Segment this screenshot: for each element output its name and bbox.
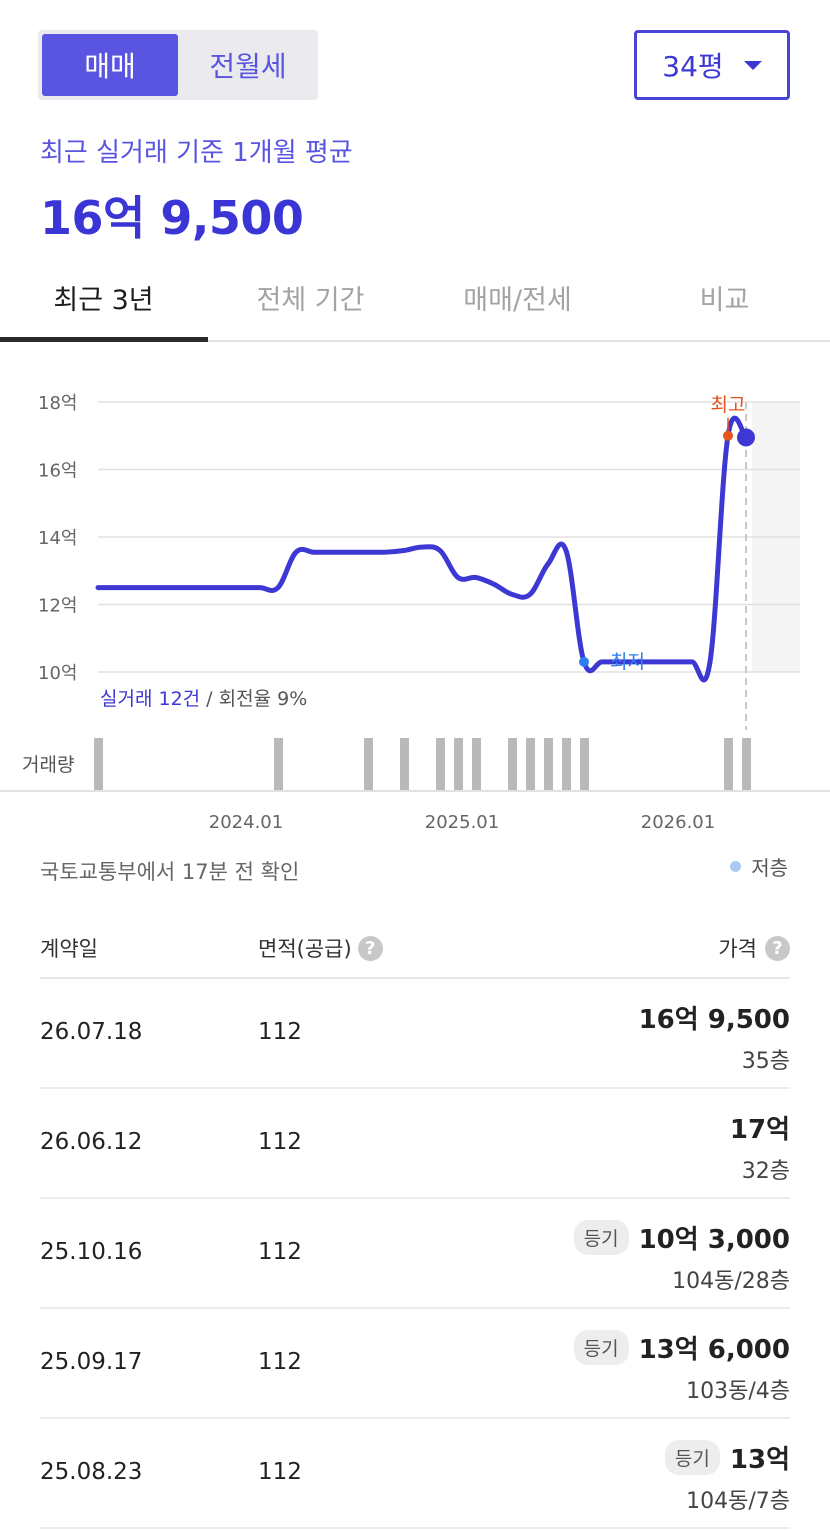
x-tick-label: 2026.01: [641, 812, 715, 833]
price-value: 13억 6,000: [638, 1335, 790, 1365]
volume-bar: [454, 738, 463, 791]
volume-bar: [580, 738, 589, 791]
contract-date: 25.10.16: [40, 1239, 143, 1265]
price-help-icon[interactable]: ?: [765, 935, 790, 961]
x-tick-label: 2025.01: [425, 812, 499, 833]
price-value: 17억: [729, 1115, 790, 1145]
tab-sale-jeonse[interactable]: 매매/전세: [463, 285, 572, 316]
area-value: 112: [258, 1459, 302, 1485]
volume-bar: [526, 738, 535, 791]
registered-badge: 등기: [573, 1330, 629, 1365]
volume-bar: [94, 738, 103, 791]
min-point: [579, 656, 589, 667]
transaction-table: 계약일 면적(공급) ? 가격 ? 26.07.18 112 16억 9,500 35…: [40, 915, 790, 1529]
volume-bar: [508, 738, 517, 791]
y-tick-label: 10억: [38, 663, 77, 684]
floor-value: 104동/28층: [672, 1269, 790, 1294]
volume-bar: [274, 738, 283, 791]
floor-value: 103동/4층: [686, 1379, 790, 1404]
average-label: 최근 실거래 기준 1개월 평균: [40, 138, 353, 168]
current-point[interactable]: [737, 428, 755, 447]
area-value: 112: [258, 1349, 302, 1375]
tab-recent-3-years[interactable]: 최근 3년: [53, 285, 154, 316]
y-tick-label: 14억: [38, 528, 77, 549]
header-price: 가격 ?: [718, 933, 790, 963]
legend: 저층: [730, 852, 788, 881]
price-cell: 17억: [730, 1109, 790, 1146]
turnover-rate: 회전율 9%: [219, 688, 308, 710]
legend-low-floor-dot: [730, 861, 742, 872]
header-area-label: 면적(공급): [258, 937, 352, 961]
registered-badge: 등기: [573, 1220, 629, 1255]
volume-bar: [472, 738, 481, 791]
volume-bar: [436, 738, 445, 791]
volume-bar: [562, 738, 571, 791]
price-value: 13억: [729, 1445, 790, 1475]
volume-bar: [724, 738, 733, 791]
price-cell: 등기 13억 6,000: [573, 1329, 790, 1366]
tab-rent-button[interactable]: 전월세: [209, 50, 287, 83]
price-series-line: [95, 415, 749, 683]
period-tabs: 최근 3년 전체 기간 매매/전세 비교: [0, 255, 830, 342]
volume-bar: [364, 738, 373, 791]
max-label: 최고: [711, 394, 746, 416]
price-value: 16억 9,500: [638, 1005, 790, 1035]
area-value: 112: [258, 1019, 302, 1045]
table-row[interactable]: 25.08.23 112 등기 13억 104동/7층: [40, 1419, 790, 1529]
contract-date: 26.07.18: [40, 1019, 143, 1045]
price-cell: 등기 13억: [664, 1439, 790, 1476]
table-header: 계약일 면적(공급) ? 가격 ?: [40, 915, 790, 979]
area-help-icon[interactable]: ?: [357, 935, 383, 961]
floor-value: 104동/7층: [686, 1489, 790, 1514]
area-value: 112: [258, 1129, 302, 1155]
floor-value: 32층: [741, 1159, 790, 1184]
contract-date: 26.06.12: [40, 1129, 143, 1155]
deal-count: 실거래 12건: [100, 688, 200, 710]
active-tab-indicator: [0, 337, 208, 342]
table-row[interactable]: 25.09.17 112 등기 13억 6,000 103동/4층: [40, 1309, 790, 1419]
volume-bar: [400, 738, 409, 791]
data-source-note: 국토교통부에서 17분 전 확인: [40, 860, 300, 884]
table-row[interactable]: 26.07.18 112 16억 9,500 35층: [40, 979, 790, 1089]
tab-sale-button[interactable]: 매매: [42, 34, 178, 96]
table-row[interactable]: 26.06.12 112 17억 32층: [40, 1089, 790, 1199]
chart-summary: 실거래 12건 / 회전율 9%: [100, 688, 307, 710]
header-price-label: 가격: [718, 937, 757, 961]
x-tick-label: 2024.01: [209, 812, 283, 833]
price-value: 10억 3,000: [638, 1225, 790, 1255]
registered-badge: 등기: [664, 1440, 720, 1475]
volume-label: 거래량: [22, 754, 74, 776]
header-area: 면적(공급) ?: [258, 933, 383, 963]
price-cell: 등기 10억 3,000: [573, 1219, 790, 1256]
area-value: 112: [258, 1239, 302, 1265]
size-select[interactable]: 34평: [634, 30, 790, 100]
tab-all-period[interactable]: 전체 기간: [256, 285, 365, 316]
y-tick-label: 18억: [38, 393, 77, 414]
size-select-value: 34평: [662, 50, 724, 83]
min-label: 최저: [610, 651, 645, 673]
y-tick-label: 12억: [38, 596, 77, 617]
summary-separator: /: [200, 688, 218, 710]
average-price: 16억 9,500: [40, 191, 304, 245]
floor-value: 35층: [741, 1049, 790, 1074]
table-row[interactable]: 25.10.16 112 등기 10억 3,000 104동/28층: [40, 1199, 790, 1309]
max-point: [723, 430, 733, 441]
volume-bar: [742, 738, 751, 791]
price-cell: 16억 9,500: [639, 999, 790, 1036]
volume-bar: [544, 738, 553, 791]
chevron-down-icon: [743, 60, 762, 70]
tab-compare[interactable]: 비교: [699, 285, 750, 316]
contract-date: 25.08.23: [40, 1459, 143, 1485]
legend-label: 저층: [751, 856, 788, 880]
y-tick-label: 16억: [38, 461, 77, 482]
contract-date: 25.09.17: [40, 1349, 143, 1375]
deal-type-toggle: 매매 전월세: [38, 30, 318, 100]
header-contract-date: 계약일: [40, 937, 98, 961]
